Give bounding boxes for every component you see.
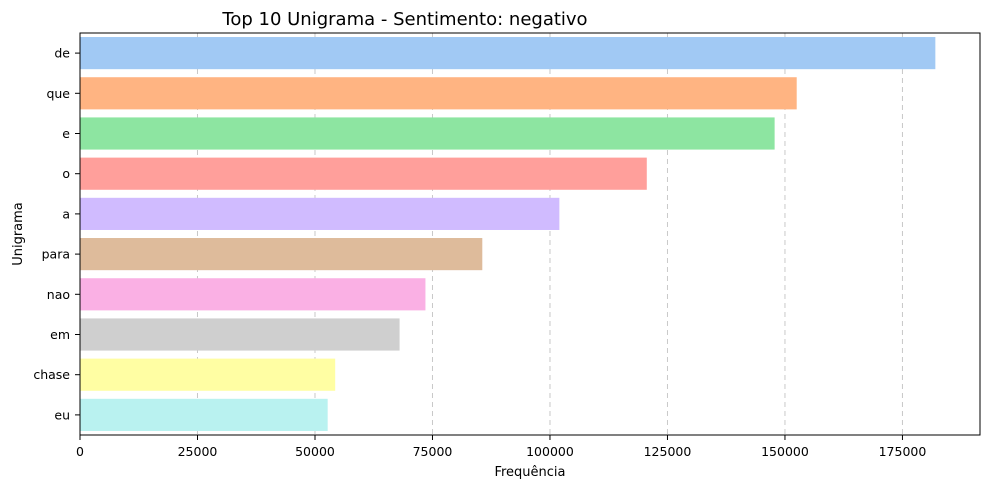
bars	[80, 37, 936, 431]
bar-de	[80, 37, 936, 70]
x-axis-ticks: 0 25000 50000 75000 100000 125000 150000 175000	[76, 435, 926, 459]
x-axis-label: Frequência	[494, 465, 565, 480]
plot-frame	[79, 32, 981, 436]
y-tick-label: em	[50, 327, 70, 342]
y-tick-label: o	[62, 166, 70, 181]
bar-eu	[80, 398, 328, 431]
y-tick-label: eu	[54, 407, 70, 422]
x-tick-label: 175000	[879, 444, 927, 459]
x-tick-label: 75000	[413, 444, 453, 459]
bar-nao	[80, 278, 426, 311]
y-tick-label: que	[46, 86, 70, 101]
x-tick-label: 0	[76, 444, 84, 459]
chart-title: Top 10 Unigrama - Sentimento: negativo	[221, 9, 587, 30]
x-tick-label: 50000	[295, 444, 335, 459]
bar-para	[80, 238, 483, 271]
bar-chase	[80, 358, 336, 391]
y-tick-label: chase	[33, 367, 70, 382]
x-tick-label: 100000	[526, 444, 574, 459]
y-tick-label: de	[54, 46, 70, 61]
y-axis-label: Unigrama	[11, 202, 26, 266]
y-tick-label: a	[62, 206, 70, 221]
x-tick-label: 150000	[761, 444, 809, 459]
y-axis-ticks: de que e o a para nao em chase eu	[33, 46, 80, 422]
x-tick-label: 125000	[644, 444, 692, 459]
bar-que	[80, 77, 797, 110]
y-tick-label: nao	[47, 287, 70, 302]
x-tick-label: 25000	[178, 444, 218, 459]
bar-a	[80, 197, 560, 230]
bar-em	[80, 318, 400, 351]
bar-e	[80, 117, 775, 150]
bar-o	[80, 157, 647, 190]
y-tick-label: e	[62, 126, 70, 141]
y-tick-label: para	[42, 247, 70, 262]
